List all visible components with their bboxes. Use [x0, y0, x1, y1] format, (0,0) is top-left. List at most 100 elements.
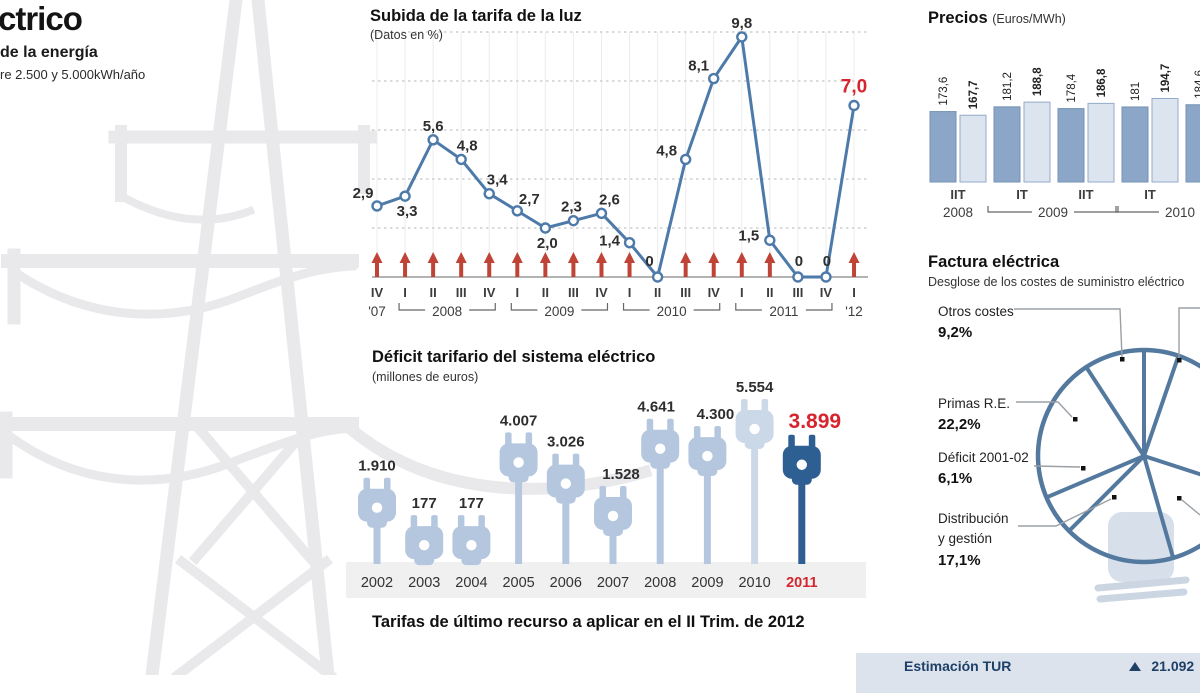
data-point: [708, 72, 720, 85]
pie-spoke: [1143, 454, 1200, 477]
data-point: [736, 31, 748, 43]
chart-text: 9,8: [731, 15, 752, 32]
chart-text: II: [430, 285, 437, 300]
price-bar: [1151, 97, 1179, 183]
up-arrow-icon: [708, 252, 720, 263]
chart-text: Distribución: [938, 511, 1009, 526]
data-point: [539, 222, 552, 234]
data-point: [848, 99, 860, 112]
estimation-value-text: 21.092: [1151, 658, 1195, 674]
chart-text: 2007: [597, 575, 629, 591]
chart-text: 2008: [432, 304, 462, 319]
up-arrow-icon: [539, 252, 551, 263]
price-bar: [993, 106, 1021, 183]
chart-text: 4.300: [697, 406, 735, 423]
deficit-chart-subtitle: (millones de euros): [372, 370, 479, 384]
plug-icon: [546, 453, 585, 564]
chart-text: IT: [1016, 187, 1028, 202]
chart-text: 2009: [544, 304, 574, 319]
chart-text: 2002: [361, 575, 393, 591]
chart-text: IV: [371, 285, 384, 300]
data-point: [792, 271, 804, 283]
pie-spoke: [1084, 366, 1146, 458]
price-bar-label: 184,6: [1194, 70, 1200, 99]
estimation-tur-box: Estimación TUR 21.092: [856, 653, 1200, 693]
chart-text: Otros costes: [938, 304, 1014, 319]
plug-icon: [452, 515, 491, 566]
deficit-chart-title: Déficit tarifario del sistema eléctrico: [372, 348, 656, 366]
chart-text: 2,0: [537, 235, 558, 252]
chart-text: II: [542, 285, 549, 300]
price-bar: [929, 111, 957, 183]
pie-spoke: [1067, 454, 1146, 533]
up-arrow-icon: [848, 252, 860, 263]
price-bar: [1057, 108, 1085, 183]
price-bar-label: 181,2: [1002, 72, 1014, 101]
price-bar: [1087, 102, 1115, 183]
price-bar-label: 188,8: [1032, 67, 1044, 96]
chart-text: 2008: [943, 205, 973, 220]
leader-dot: [1112, 495, 1117, 500]
price-bar-label: 167,7: [968, 80, 980, 109]
headline-note-fragment: re 2.500 y 5.000kWh/año: [0, 67, 146, 82]
chart-text: 1.910: [358, 458, 396, 475]
chart-text: IIT: [950, 187, 965, 202]
chart-text: II: [654, 285, 661, 300]
up-arrow-icon: [483, 252, 495, 263]
data-point: [567, 214, 580, 227]
data-point: [764, 234, 776, 246]
data-point: [427, 134, 439, 146]
estimation-label: Estimación TUR: [904, 658, 1012, 674]
plug-icon: [641, 418, 680, 564]
chart-text: 1,5: [738, 227, 759, 244]
chart-text: 17,1%: [938, 552, 981, 569]
data-point: [371, 200, 383, 212]
tariff-line: [376, 35, 856, 279]
chart-text: 4.641: [637, 399, 675, 416]
chart-text: 0: [645, 253, 653, 270]
chart-text: 2008: [644, 575, 676, 591]
chart-text: '07: [368, 304, 386, 319]
data-point: [511, 205, 523, 217]
charts-layer: 2,9 3,3 5,6 4,8 3,4 2,7 2,0 2,3 2,6 1,4 0 4,8 8,1 9,8…: [346, 15, 1200, 603]
up-arrow-icon: [764, 252, 776, 263]
chart-text: 4,8: [457, 137, 478, 154]
data-point: [651, 271, 664, 283]
chart-text: 2003: [408, 575, 440, 591]
chart-text: 2,6: [599, 191, 620, 208]
chart-text: 9,2%: [938, 324, 972, 341]
up-arrow-icon: [511, 252, 523, 263]
up-arrow-icon: [427, 252, 439, 263]
chart-text: 2011: [786, 575, 817, 591]
chart-text: 1,4: [599, 233, 621, 250]
chart-text: IT: [1144, 187, 1156, 202]
chart-text: 4.007: [500, 412, 538, 429]
chart-text: IV: [595, 285, 608, 300]
plug-icon: [499, 432, 538, 564]
prices-bar-chart: 173,6 167,7 IIT 181,2 188,8 IT 178,4 186,8 IIT 18…: [929, 64, 1200, 220]
data-point: [679, 153, 692, 166]
price-bar: [1121, 106, 1149, 183]
chart-text: 2,9: [353, 185, 374, 202]
chart-text: IIT: [1078, 187, 1093, 202]
chart-text: III: [680, 285, 691, 300]
chart-text: I: [515, 285, 519, 300]
up-arrow-icon: [399, 252, 411, 263]
chart-text: 3.026: [547, 434, 585, 451]
chart-text: IV: [820, 285, 833, 300]
bill-pie-chart: Otros costes 9,2% Primas R.E. 22,2% Déficit …: [938, 304, 1200, 603]
chart-text: 8,1: [688, 58, 709, 75]
bill-chart-subtitle: Desglose de los costes de suministro elé…: [928, 275, 1185, 289]
leader-dot: [1081, 466, 1086, 471]
chart-text: 177: [412, 495, 437, 512]
chart-text: 2009: [1038, 205, 1068, 220]
chart-text: 3,4: [487, 172, 509, 189]
price-bar: [1185, 104, 1200, 183]
prices-unit-text: (Euros/MWh): [992, 12, 1066, 26]
chart-text: 3,3: [397, 203, 418, 220]
pylon-background-illustration: [0, 0, 653, 675]
chart-text: 2004: [455, 575, 487, 591]
bottom-heading: Tarifas de último recurso a aplicar en e…: [372, 613, 805, 631]
leader-dot: [1073, 417, 1078, 422]
chart-text: 2009: [691, 575, 723, 591]
